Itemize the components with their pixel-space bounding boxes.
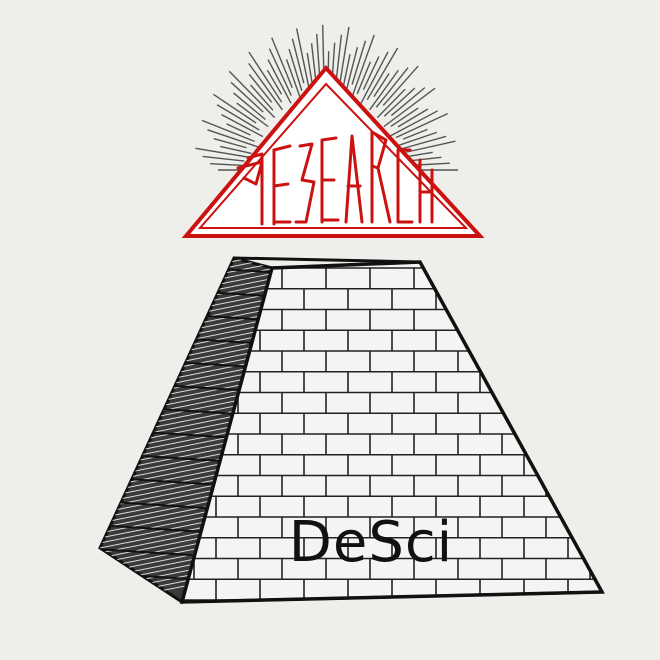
ray-line <box>248 73 273 103</box>
ray-line <box>271 37 293 89</box>
ray-line <box>395 112 448 139</box>
ray-line <box>397 108 429 128</box>
ray-line <box>219 145 252 155</box>
ray-line <box>285 59 302 99</box>
research-triangle-logo <box>181 64 485 238</box>
ray-line <box>250 84 274 111</box>
ray-line <box>366 47 399 101</box>
ray-line <box>226 123 251 136</box>
ray-line <box>291 38 305 84</box>
ray-line <box>236 102 269 128</box>
ray-line <box>248 62 283 111</box>
ray-line <box>195 147 257 160</box>
ray-line <box>390 87 426 117</box>
ray-line <box>399 135 447 151</box>
ray-line <box>402 128 428 140</box>
ray-line <box>360 51 389 104</box>
ray-line <box>350 34 375 99</box>
ray-line <box>351 40 367 85</box>
ray-line <box>383 87 416 117</box>
ray-line <box>295 28 312 96</box>
ray-line <box>376 88 406 119</box>
ray-line <box>383 87 436 128</box>
ray-line <box>212 93 257 124</box>
ray-line <box>228 70 276 119</box>
ray-line <box>266 69 283 95</box>
ray-line <box>213 137 247 149</box>
ray-line <box>382 65 419 106</box>
ray-line <box>339 26 350 82</box>
ray-line <box>201 119 255 143</box>
ray-line <box>356 61 372 95</box>
ray-line <box>268 48 292 96</box>
ray-line <box>390 107 419 127</box>
ray-line <box>216 104 260 131</box>
ray-line <box>375 67 409 108</box>
ray-line <box>373 73 390 98</box>
ray-line <box>248 51 283 103</box>
ray-line <box>310 43 317 81</box>
ray-line <box>369 69 399 111</box>
ray-line <box>221 114 264 138</box>
ray-line <box>388 110 439 138</box>
ray-line <box>406 140 456 153</box>
ray-line <box>230 81 264 113</box>
ray-line <box>233 92 266 121</box>
research-lettering <box>236 130 434 226</box>
ray-line <box>345 46 359 90</box>
ray-line <box>202 155 245 162</box>
ray-line <box>207 129 260 148</box>
ray-line <box>392 131 438 148</box>
ray-line <box>288 48 303 91</box>
desci-label: DeSci <box>288 510 454 575</box>
ray-line <box>267 59 292 104</box>
ray-line <box>362 56 380 91</box>
